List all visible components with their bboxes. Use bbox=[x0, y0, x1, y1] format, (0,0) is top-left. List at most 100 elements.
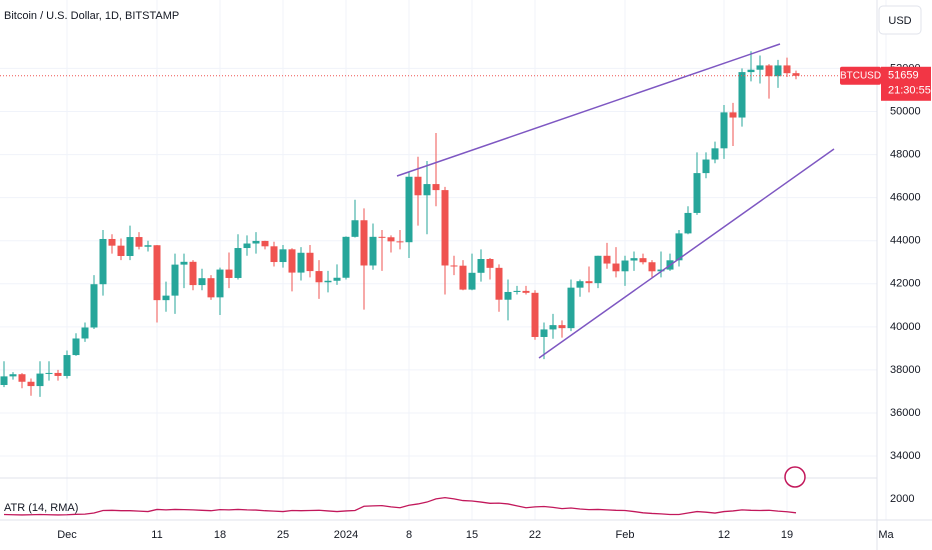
candle-body bbox=[711, 148, 719, 160]
candle-body bbox=[675, 233, 683, 261]
candle-body bbox=[0, 376, 8, 385]
candle-body bbox=[288, 249, 296, 273]
candle-body bbox=[405, 176, 413, 243]
candle-body bbox=[189, 261, 197, 286]
currency[interactable]: USD bbox=[888, 15, 911, 27]
candle-body bbox=[153, 245, 161, 301]
candle-body bbox=[684, 212, 692, 234]
candle-body bbox=[171, 264, 179, 296]
candle-body bbox=[369, 236, 377, 266]
candle-body bbox=[702, 159, 710, 174]
trendline-upper bbox=[396, 43, 781, 177]
x-tick-label: 12 bbox=[718, 529, 730, 541]
candle-body bbox=[306, 252, 314, 272]
candle-body bbox=[603, 255, 611, 264]
candle-body bbox=[72, 338, 80, 356]
y-tick-label: 42000 bbox=[890, 278, 921, 290]
candle-body bbox=[423, 184, 431, 196]
candle-body bbox=[747, 69, 755, 73]
candle-body bbox=[495, 267, 503, 300]
candle-body bbox=[657, 269, 665, 272]
candles bbox=[0, 51, 877, 516]
candle-body bbox=[333, 277, 341, 281]
candle-body bbox=[99, 238, 107, 285]
candle-body bbox=[198, 278, 206, 286]
candle-body bbox=[126, 237, 134, 257]
candle-body bbox=[351, 220, 359, 237]
candle-body bbox=[738, 72, 746, 118]
candle-body bbox=[90, 284, 98, 328]
y-tick-label: 48000 bbox=[890, 148, 921, 160]
candle-body bbox=[783, 65, 791, 74]
candle-body bbox=[459, 265, 467, 290]
indicator-tick-label: 2000 bbox=[890, 493, 914, 505]
candle-body bbox=[243, 243, 251, 249]
candle-body bbox=[441, 190, 449, 266]
candle-body bbox=[558, 325, 566, 329]
candle-body bbox=[81, 327, 89, 339]
x-tick-label: 19 bbox=[781, 529, 793, 541]
candle-body bbox=[261, 240, 269, 247]
candle-body bbox=[468, 272, 476, 290]
indicator-name: ATR (14, RMA) bbox=[4, 502, 78, 514]
candle-body bbox=[9, 374, 17, 377]
x-tick-label: 8 bbox=[406, 529, 412, 541]
candle-body bbox=[774, 65, 782, 77]
price-label: 51659 bbox=[888, 70, 919, 82]
currency-button[interactable] bbox=[878, 5, 922, 35]
candle-body bbox=[576, 281, 584, 288]
candle-body bbox=[549, 325, 557, 330]
candle-body bbox=[108, 238, 116, 246]
y-tick-label: 34000 bbox=[890, 450, 921, 462]
overlay: 34000 36000 38000 40000 42000 44000 46000 48000… bbox=[57, 62, 931, 541]
candle-body bbox=[63, 355, 71, 376]
y-tick-label: 36000 bbox=[890, 407, 921, 419]
candle-body bbox=[630, 258, 638, 261]
price-badge bbox=[881, 66, 931, 101]
candle-body bbox=[450, 265, 458, 267]
candle-body bbox=[279, 249, 287, 263]
candle-body bbox=[387, 237, 395, 242]
candle-body bbox=[36, 373, 44, 387]
candle-body bbox=[612, 263, 620, 272]
x-tick-label: 25 bbox=[277, 529, 289, 541]
indicator-line bbox=[3, 496, 797, 516]
candle-body bbox=[648, 262, 656, 272]
candle-body bbox=[639, 258, 647, 263]
logo[interactable] bbox=[784, 466, 806, 488]
candle-body bbox=[396, 241, 404, 243]
candle-body bbox=[567, 287, 575, 329]
trendline-lower bbox=[538, 148, 835, 359]
candle-body bbox=[414, 176, 422, 196]
x-tick-label: 18 bbox=[214, 529, 226, 541]
candle-body bbox=[144, 245, 152, 247]
y-tick-label: 38000 bbox=[890, 364, 921, 376]
candle-body bbox=[522, 290, 530, 293]
candle-body bbox=[693, 173, 701, 213]
x-tick-label: Feb bbox=[616, 529, 635, 541]
candle-body bbox=[270, 246, 278, 263]
candle-body bbox=[180, 261, 188, 265]
candle-body bbox=[720, 112, 728, 149]
candle-body bbox=[297, 252, 305, 273]
candle-body bbox=[594, 255, 602, 284]
candle-body bbox=[135, 237, 143, 247]
x-tick-label: 15 bbox=[466, 529, 478, 541]
y-tick-label: 46000 bbox=[890, 192, 921, 204]
chart-title: Bitcoin / U.S. Dollar, 1D, BITSTAMP bbox=[4, 10, 179, 22]
y-tick-label: 44000 bbox=[890, 235, 921, 247]
x-tick-label: 11 bbox=[151, 529, 162, 541]
candle-body bbox=[531, 292, 539, 337]
candle-body bbox=[729, 112, 737, 118]
candle-body bbox=[432, 184, 440, 191]
candle-body bbox=[27, 381, 35, 387]
candle-body bbox=[378, 236, 386, 238]
candle-body bbox=[324, 280, 332, 283]
candle-body bbox=[54, 372, 62, 376]
candle-body bbox=[486, 259, 494, 268]
candle-body bbox=[117, 245, 125, 257]
candle-body bbox=[765, 65, 773, 77]
y-tick-label: 40000 bbox=[890, 321, 921, 333]
x-tick-label: 2024 bbox=[334, 529, 358, 541]
